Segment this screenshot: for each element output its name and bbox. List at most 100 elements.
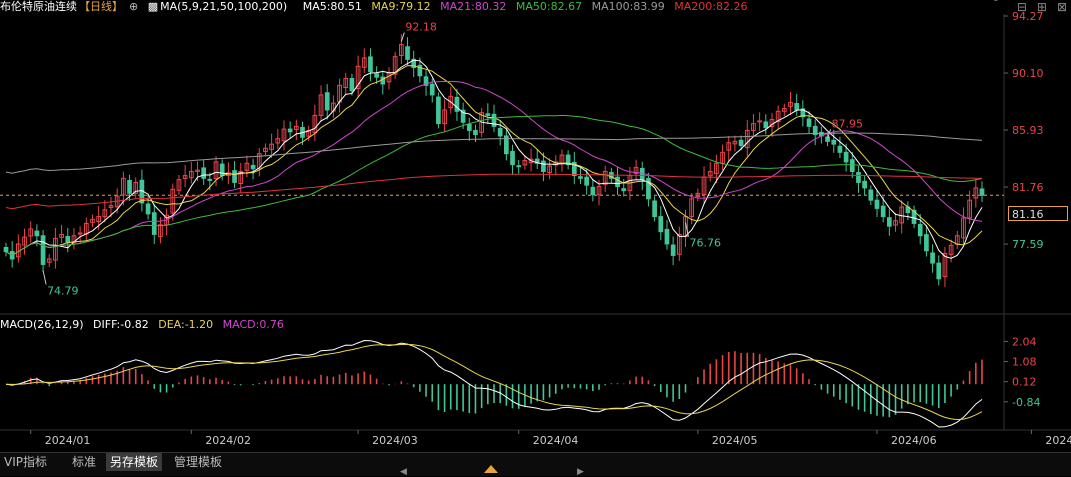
macd-diff-value: DIFF:-0.82 bbox=[93, 318, 149, 331]
candle-body bbox=[893, 220, 898, 226]
candle-body bbox=[343, 77, 349, 89]
candle-body bbox=[151, 212, 157, 235]
candle-body bbox=[571, 161, 577, 177]
candle-body bbox=[429, 83, 435, 96]
candle-body bbox=[46, 258, 52, 263]
candle-body bbox=[646, 178, 651, 200]
candle-body bbox=[442, 109, 447, 125]
ma9-value: MA9:79.12 bbox=[371, 0, 431, 13]
candle-body bbox=[695, 192, 701, 198]
current-price-tag: 81.16 bbox=[1008, 206, 1068, 221]
candle-body bbox=[497, 128, 503, 137]
candle-body bbox=[979, 188, 985, 196]
candle-body bbox=[843, 151, 849, 163]
candle-body bbox=[967, 199, 972, 219]
macd-param-label: MACD(26,12,9) bbox=[0, 318, 84, 331]
candle-body bbox=[207, 178, 213, 181]
candle-body bbox=[504, 135, 509, 155]
candle-body bbox=[368, 56, 373, 73]
candle-body bbox=[781, 108, 787, 112]
candle-body bbox=[176, 179, 182, 191]
candle-body bbox=[40, 235, 46, 265]
candle-body bbox=[318, 94, 324, 116]
candle-body bbox=[886, 217, 892, 227]
candle-body bbox=[306, 129, 312, 137]
candle-body bbox=[664, 228, 670, 245]
candle-body bbox=[726, 142, 732, 151]
candle-body bbox=[732, 140, 738, 145]
candle-body bbox=[689, 198, 695, 218]
candle-body bbox=[121, 177, 126, 196]
candle-body bbox=[28, 228, 34, 237]
candle-body bbox=[559, 154, 565, 165]
candle-body bbox=[924, 234, 929, 252]
candle-body bbox=[930, 252, 935, 264]
tab-vip-indicator[interactable]: VIP指标 bbox=[4, 455, 47, 469]
price-tick-label: 94.27 bbox=[1012, 10, 1044, 23]
candle-body bbox=[195, 169, 200, 172]
candle-body bbox=[874, 199, 880, 209]
candle-body bbox=[466, 123, 472, 131]
candle-body bbox=[806, 118, 812, 127]
candle-body bbox=[917, 224, 923, 237]
macd-tick-label: -0.84 bbox=[1012, 396, 1040, 409]
candle-body bbox=[565, 154, 571, 166]
candle-body bbox=[578, 176, 583, 179]
tab-standard[interactable]: 标准 bbox=[72, 455, 97, 469]
extreme-pointer bbox=[400, 32, 405, 42]
candle-body bbox=[936, 262, 942, 280]
month-label: 2024/05 bbox=[712, 434, 758, 447]
candle-body bbox=[133, 181, 139, 194]
candle-body bbox=[355, 65, 361, 90]
macd-macd-value: MACD:0.76 bbox=[222, 318, 284, 331]
candle-body bbox=[744, 129, 750, 149]
ma200-value: MA200:82.26 bbox=[674, 0, 748, 13]
extreme-label: 74.79 bbox=[47, 284, 79, 297]
macd-legend: MACD(26,12,9) DIFF:-0.82 DEA:-1.20 MACD:… bbox=[0, 318, 290, 332]
candle-body bbox=[794, 103, 800, 111]
price-tick-label: 77.59 bbox=[1012, 238, 1044, 251]
minimize-icon[interactable]: ⊟ bbox=[1016, 0, 1027, 14]
candle-body bbox=[973, 187, 979, 199]
candle-body bbox=[831, 139, 837, 145]
candle-body bbox=[256, 153, 262, 170]
candle-body bbox=[788, 101, 793, 107]
scroll-right-icon[interactable]: ▶ bbox=[577, 467, 584, 477]
settings-icon[interactable]: ⊕ bbox=[129, 0, 139, 13]
ma21-value: MA21:80.32 bbox=[440, 0, 507, 13]
candle-body bbox=[516, 165, 522, 168]
candle-body bbox=[615, 176, 620, 188]
candle-body bbox=[263, 147, 268, 153]
candle-body bbox=[59, 233, 64, 238]
candle-body bbox=[485, 113, 491, 116]
month-label: 2024/07 bbox=[1045, 434, 1071, 447]
candle-body bbox=[102, 209, 108, 218]
tab-save-template[interactable]: 另存模板 bbox=[106, 453, 163, 471]
price-tick-label: 90.10 bbox=[1012, 67, 1044, 80]
candle-body bbox=[522, 160, 528, 166]
candle-body bbox=[961, 217, 966, 239]
ma5-value: MA5:80.51 bbox=[302, 0, 362, 13]
scroll-left-icon[interactable]: ◀ bbox=[400, 467, 407, 477]
macd-diff-line bbox=[5, 339, 983, 428]
candle-body bbox=[633, 166, 639, 174]
candle-body bbox=[436, 96, 441, 125]
collapse-icon[interactable] bbox=[484, 465, 498, 473]
ma-param-label: ▩ MA(5,9,21,50,100,200) bbox=[147, 0, 288, 13]
candle-body bbox=[621, 188, 627, 192]
candle-body bbox=[757, 120, 762, 123]
candle-body bbox=[534, 158, 540, 164]
candle-body bbox=[96, 216, 102, 223]
candle-body bbox=[707, 170, 713, 177]
period-label[interactable]: 【日线】 bbox=[79, 0, 123, 13]
candle-body bbox=[596, 186, 602, 196]
tab-manage-template[interactable]: 管理模板 bbox=[174, 455, 223, 469]
price-chart[interactable]: 94.27 90.10 85.93 81.76 77.59 2.04 1.08 0.12 -0.… bbox=[0, 0, 1071, 452]
candle-body bbox=[849, 159, 855, 172]
candle-body bbox=[405, 46, 410, 60]
candle-body bbox=[423, 76, 429, 86]
maximize-icon[interactable]: ⊞ bbox=[1036, 0, 1047, 14]
candle-body bbox=[77, 232, 83, 235]
close-icon[interactable]: ⊠ bbox=[1056, 0, 1067, 14]
